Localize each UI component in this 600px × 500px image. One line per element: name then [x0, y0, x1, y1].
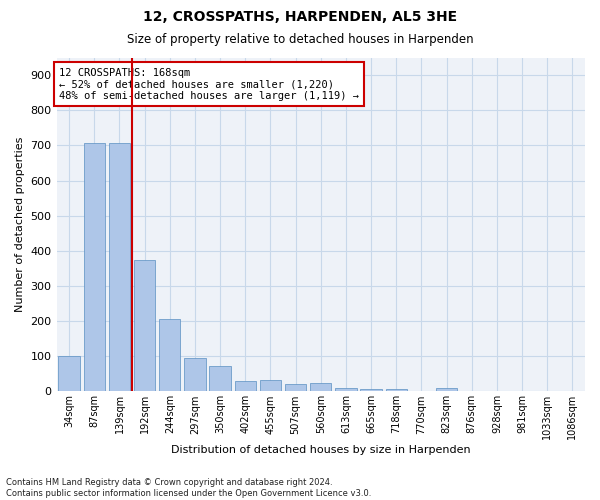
Bar [285, 384, 307, 392]
X-axis label: Distribution of detached houses by size in Harpenden: Distribution of detached houses by size … [171, 445, 470, 455]
Text: 12 CROSSPATHS: 168sqm
← 52% of detached houses are smaller (1,220)
48% of semi-d: 12 CROSSPATHS: 168sqm ← 52% of detached … [59, 68, 359, 100]
Bar [83, 143, 105, 392]
Bar [159, 318, 181, 392]
Bar [335, 388, 356, 392]
Bar [184, 358, 206, 392]
Bar [209, 366, 231, 392]
Bar [386, 388, 407, 392]
Bar [310, 384, 331, 392]
Bar [361, 388, 382, 392]
Text: 12, CROSSPATHS, HARPENDEN, AL5 3HE: 12, CROSSPATHS, HARPENDEN, AL5 3HE [143, 10, 457, 24]
Y-axis label: Number of detached properties: Number of detached properties [15, 137, 25, 312]
Bar [58, 356, 80, 392]
Text: Contains HM Land Registry data © Crown copyright and database right 2024.
Contai: Contains HM Land Registry data © Crown c… [6, 478, 371, 498]
Bar [436, 388, 457, 392]
Bar [109, 143, 130, 392]
Bar [134, 260, 155, 392]
Bar [235, 381, 256, 392]
Bar [260, 380, 281, 392]
Text: Size of property relative to detached houses in Harpenden: Size of property relative to detached ho… [127, 32, 473, 46]
